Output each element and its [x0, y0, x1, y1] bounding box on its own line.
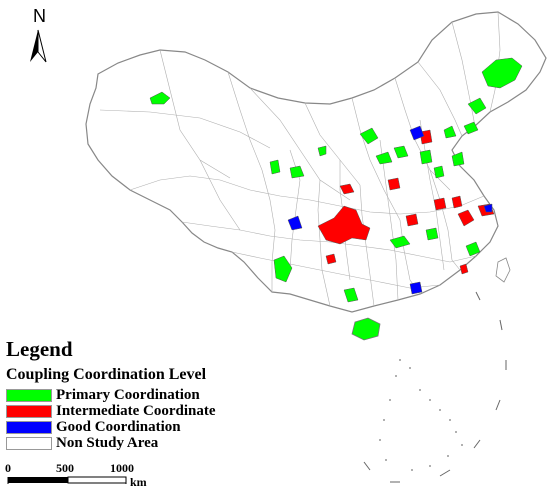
intermediate-region — [451, 195, 463, 209]
scale-bar — [7, 476, 127, 484]
legend-label: Non Study Area — [56, 435, 159, 451]
primary-region — [289, 165, 305, 179]
primary-region — [481, 57, 523, 89]
north-arrow-icon — [30, 29, 47, 63]
study-regions — [149, 57, 523, 303]
intermediate-region — [317, 205, 371, 245]
primary-region — [269, 159, 281, 175]
primary-region — [317, 145, 327, 157]
primary-region — [465, 241, 481, 257]
intermediate-region — [339, 183, 355, 195]
primary-region — [375, 151, 393, 165]
primary-region — [273, 255, 293, 283]
legend-swatch — [6, 437, 52, 450]
legend-label: Primary Coordination — [56, 387, 200, 403]
primary-region — [467, 97, 487, 115]
sea-islands — [379, 359, 463, 471]
intermediate-region — [405, 213, 419, 227]
island-outline — [495, 257, 511, 283]
legend-subtitle: Coupling Coordination Level — [6, 366, 207, 383]
good-region — [287, 215, 303, 231]
legend-swatch — [6, 405, 52, 418]
primary-region — [443, 125, 457, 139]
primary-region — [389, 235, 411, 249]
legend-label: Intermediate Coordinate — [56, 403, 216, 419]
primary-region — [359, 127, 379, 145]
intermediate-region — [325, 253, 337, 265]
scale-tick-label: 1000 — [110, 461, 134, 475]
legend-item-non-study: Non Study Area — [6, 435, 158, 452]
intermediate-region — [433, 197, 447, 211]
good-region — [409, 125, 425, 141]
primary-region — [343, 287, 359, 303]
legend-item-primary: Primary Coordination — [6, 387, 200, 404]
legend-item-intermediate: Intermediate Coordinate — [6, 403, 216, 420]
intermediate-region — [457, 209, 475, 227]
primary-region — [419, 149, 433, 165]
primary-region — [451, 151, 465, 167]
legend-label: Good Coordination — [56, 419, 181, 435]
primary-region — [463, 121, 479, 135]
scale-tick-label: 500 — [56, 461, 74, 475]
north-label: N — [33, 6, 46, 26]
legend-title: Legend — [6, 337, 73, 361]
legend-swatch — [6, 389, 52, 402]
primary-region — [393, 145, 409, 159]
nine-dash-line — [363, 291, 507, 483]
primary-region — [433, 165, 445, 179]
primary-region — [149, 91, 171, 105]
intermediate-region — [459, 263, 469, 275]
island-outline — [351, 317, 381, 341]
intermediate-region — [387, 177, 401, 191]
legend-item-good: Good Coordination — [6, 419, 181, 436]
primary-region — [425, 227, 439, 241]
legend-swatch — [6, 421, 52, 434]
country-outline — [85, 11, 547, 313]
good-region — [409, 281, 423, 295]
good-region — [483, 203, 493, 213]
scale-unit-label: km — [130, 475, 147, 489]
scale-tick-label: 0 — [5, 461, 11, 475]
